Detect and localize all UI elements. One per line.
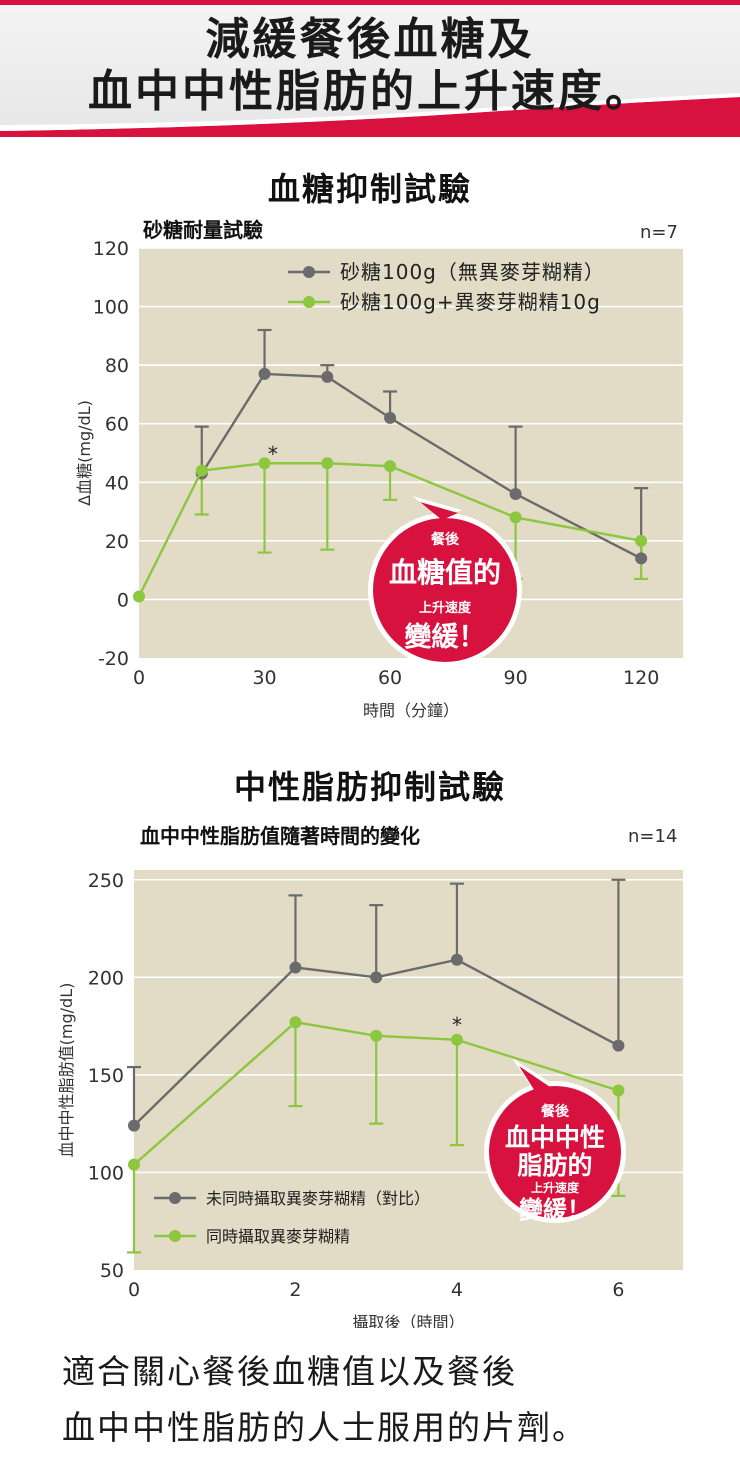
chart2-ytick-label: 200: [88, 967, 124, 989]
banner-swoosh: [0, 93, 740, 137]
top-accent-bar: [0, 0, 740, 5]
chart2-xtick-label: 2: [289, 1279, 301, 1301]
chart2-data-point-1: [289, 1016, 302, 1029]
chart1-xtick-label: 60: [378, 667, 402, 689]
chart1-data-point-0: [509, 488, 522, 500]
chart1-xtick-label: 90: [504, 667, 528, 689]
chart1-xtick-label: 30: [252, 667, 276, 689]
chart1-data-point-0: [635, 552, 648, 565]
chart2-xtick-label: 4: [451, 1279, 463, 1301]
chart2-significance-mark: *: [452, 1013, 462, 1037]
chart2-ytick-label: 250: [88, 870, 124, 892]
chart1-data-point-0: [384, 411, 397, 424]
header-banner: [0, 5, 740, 137]
chart2-callout-text: 餐後: [540, 1103, 570, 1120]
chart1-xtick-label: 0: [133, 667, 145, 689]
chart2-n-label: n=14: [628, 826, 678, 847]
chart2-callout-text: 變緩！: [519, 1196, 591, 1224]
chart1-ytick-label: 0: [117, 589, 129, 611]
chart2-data-point-0: [450, 953, 463, 966]
chart2-data-point-1: [612, 1084, 625, 1097]
chart1-data-point-1: [258, 457, 271, 470]
chart2-xtick-label: 6: [612, 1279, 624, 1301]
chart1-legend-marker-1: [303, 296, 315, 308]
chart2-subtitle: 血中中性脂肪值隨著時間的變化: [140, 824, 420, 848]
chart1-data-point-1: [509, 511, 522, 524]
chart2-callout-text: 血中中性: [505, 1123, 605, 1152]
chart2-legend-marker-0: [169, 1192, 181, 1204]
chart1-callout-tail: [420, 502, 458, 520]
chart1-data-point-1: [321, 457, 334, 470]
chart1-data-point-1: [133, 590, 145, 603]
chart1-n-label: n=7: [640, 222, 678, 243]
chart1-xaxis-label: 時間（分鐘）: [363, 701, 459, 718]
chart1-significance-mark: *: [268, 442, 278, 466]
chart1-data-point-1: [384, 460, 397, 473]
chart2-callout-text: 上升速度: [531, 1180, 580, 1195]
chart2-data-point-1: [370, 1029, 383, 1042]
chart2-data-point-0: [612, 1039, 625, 1052]
chart1-ytick-label: -20: [98, 648, 129, 670]
chart1-subtitle: 砂糖耐量試驗: [143, 218, 263, 242]
chart2-legend-label-0: 未同時攝取異麥芽糊精（對比）: [206, 1189, 430, 1208]
chart1-callout-badge: [373, 518, 517, 662]
chart2-svg: 50 100 150 200 250 0 2 4 6 攝取後（時間） 血中中性脂肪值(mg/dL) *…: [57, 870, 683, 1328]
chart1-callout-text: 上升速度: [419, 600, 472, 616]
footer-line2: 血中中性脂肪的人士服用的片劑。: [62, 1408, 587, 1447]
chart1-data-point-1: [635, 534, 648, 547]
chart1-series-line-0: [200, 372, 642, 560]
chart2-title: 中性脂肪抑制試驗: [233, 768, 506, 806]
chart1-legend-label-0: 砂糖100g（無異麥芽糊精）: [340, 260, 605, 284]
chart1-title: 血糖抑制試驗: [267, 170, 472, 208]
chart1-ytick-label: 100: [93, 297, 129, 319]
chart1-callout-text: 餐後: [430, 531, 460, 548]
headline-line1: 減緩餐後血糖及: [205, 14, 535, 65]
chart1-callout-text: 血糖值的: [389, 556, 501, 589]
chart2-xaxis-label: 攝取後（時間）: [352, 1313, 464, 1328]
chart1-ytick-label: 80: [105, 355, 129, 377]
chart1-xtick-label: 120: [623, 667, 659, 689]
footer-line1: 適合關心餐後血糖值以及餐後: [62, 1352, 517, 1391]
chart2-yaxis-label: 血中中性脂肪值(mg/dL): [57, 983, 76, 1158]
chart1-yaxis-label: Δ血糖(mg/dL): [75, 400, 94, 506]
chart2-plot-area: [134, 870, 683, 1270]
chart1-data-point-1: [195, 464, 208, 477]
chart2-data-point-1: [450, 1033, 463, 1046]
chart2-ytick-label: 100: [88, 1162, 124, 1184]
chart1-legend-marker-0: [303, 266, 315, 278]
chart1-ytick-label: 20: [105, 531, 129, 553]
headline-line2: 血中中性脂肪的上升速度。: [88, 66, 652, 117]
chart1-legend-label-1: 砂糖100g+異麥芽糊精10g: [340, 290, 601, 314]
chart1-ytick-label: 40: [105, 472, 129, 494]
chart1-data-point-0: [258, 367, 271, 380]
chart1-data-point-0: [321, 370, 334, 383]
chart2-callout-badge: [489, 1086, 621, 1218]
chart2-ytick-label: 150: [88, 1065, 124, 1087]
chart2-data-point-0: [370, 971, 383, 984]
chart2-callout-text: 脂肪的: [517, 1151, 592, 1180]
chart2-legend-marker-1: [169, 1230, 181, 1242]
chart2-ytick-label: 50: [100, 1260, 124, 1282]
chart2-data-point-1: [128, 1158, 140, 1171]
chart2-xtick-label: 0: [128, 1279, 140, 1301]
chart1-ytick-label: 120: [93, 238, 129, 260]
chart2-data-point-0: [289, 961, 302, 974]
chart2-data-point-0: [128, 1119, 140, 1132]
chart1-ytick-label: 60: [105, 414, 129, 436]
chart1-callout-text: 變緩！: [405, 621, 486, 653]
chart2-legend-label-1: 同時攝取異麥芽糊精: [206, 1227, 350, 1246]
